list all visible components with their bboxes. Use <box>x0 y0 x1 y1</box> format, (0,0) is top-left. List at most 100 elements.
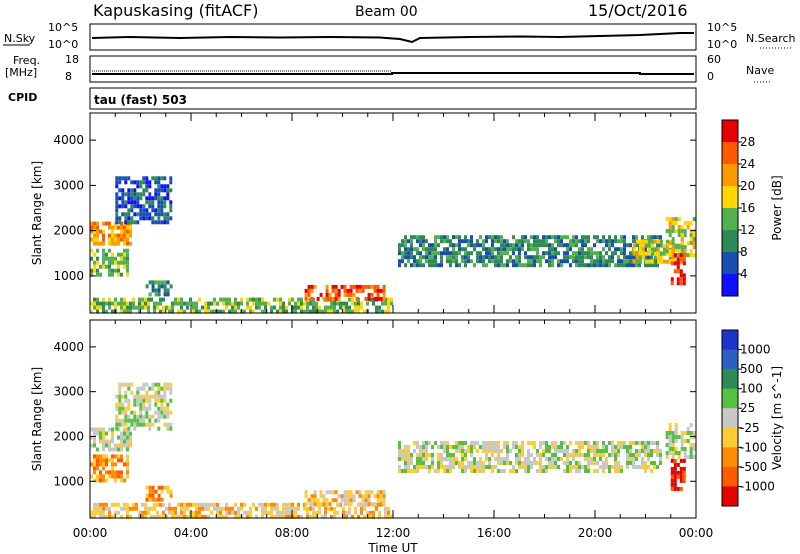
echo-cell <box>437 461 440 465</box>
y-axis-label: Slant Range [km] <box>30 367 44 471</box>
echo-cell <box>455 445 458 449</box>
echo-cell <box>437 457 440 461</box>
echo-cell <box>145 422 149 427</box>
echo-cell <box>635 251 639 256</box>
echo-cell <box>303 301 306 306</box>
echo-cell <box>620 263 623 268</box>
echo-cell <box>605 239 608 244</box>
echo-cell <box>641 255 645 260</box>
echo-cell <box>539 263 542 268</box>
echo-cell <box>485 441 488 445</box>
echo-cell <box>464 441 467 445</box>
echo-cell <box>355 490 359 495</box>
echo-cell <box>165 506 168 511</box>
echo-cell <box>192 514 195 519</box>
echo-cell <box>154 489 158 494</box>
echo-cell <box>533 247 536 252</box>
echo-cell <box>644 469 647 473</box>
echo-cell <box>148 180 152 185</box>
echo-cell <box>96 272 99 277</box>
echo-cell <box>141 514 144 519</box>
echo-cell <box>114 241 117 246</box>
echo-cell <box>96 301 99 306</box>
echo-cell <box>315 309 318 314</box>
echo-cell <box>527 465 530 469</box>
echo-cell <box>413 449 416 453</box>
echo-cell <box>310 284 314 289</box>
colorbar-segment <box>722 230 738 253</box>
echo-cell <box>231 305 234 310</box>
echo-cell <box>117 443 120 448</box>
echo-cell <box>151 208 155 213</box>
echo-cell <box>157 188 161 193</box>
echo-cell <box>647 445 650 449</box>
echo-cell <box>515 239 518 244</box>
echo-cell <box>138 309 141 314</box>
echo-cell <box>578 441 581 445</box>
echo-cell <box>130 410 134 415</box>
echo-cell <box>102 264 105 269</box>
echo-cell <box>653 235 656 240</box>
echo-cell <box>533 263 536 268</box>
echo-cell <box>360 301 363 306</box>
echo-cell <box>126 466 129 471</box>
echo-cell <box>378 309 381 314</box>
echo-cell <box>102 427 105 432</box>
echo-cell <box>440 453 443 457</box>
echo-cell <box>99 458 102 463</box>
echo-cell <box>159 301 162 306</box>
echo-cell <box>312 506 315 511</box>
colorbar-label: Power [dB] <box>770 175 784 240</box>
echo-cell <box>367 284 371 289</box>
echo-cell <box>297 305 300 310</box>
echo-cell <box>115 212 119 217</box>
echo-cell <box>382 288 386 293</box>
echo-cell <box>364 498 368 503</box>
echo-cell <box>461 457 464 461</box>
echo-cell <box>557 251 560 256</box>
echo-cell <box>349 284 353 289</box>
echo-cell <box>349 490 353 495</box>
echo-cell <box>557 457 560 461</box>
echo-cell <box>384 301 387 306</box>
echo-cell <box>151 394 155 399</box>
echo-cell <box>632 263 635 268</box>
echo-cell <box>150 514 153 519</box>
echo-cell <box>602 239 605 244</box>
echo-cell <box>105 252 108 257</box>
echo-cell <box>554 235 557 240</box>
echo-cell <box>130 382 134 387</box>
echo-cell <box>674 431 678 435</box>
echo-cell <box>635 243 638 248</box>
echo-cell <box>309 301 312 306</box>
echo-cell <box>261 514 264 519</box>
echo-cell <box>192 309 195 314</box>
echo-cell <box>620 259 623 264</box>
echo-cell <box>494 449 497 453</box>
echo-cell <box>506 449 509 453</box>
echo-cell <box>160 200 164 205</box>
echo-cell <box>677 225 681 230</box>
echo-cell <box>304 288 308 293</box>
echo-cell <box>139 208 143 213</box>
echo-cell <box>500 461 503 465</box>
echo-cell <box>124 200 128 205</box>
echo-cell <box>407 255 410 260</box>
echo-cell <box>126 252 129 257</box>
echo-cell <box>142 216 146 221</box>
echo-cell <box>596 453 599 457</box>
echo-cell <box>213 309 216 314</box>
echo-cell <box>536 251 539 256</box>
echo-cell <box>154 394 158 399</box>
echo-cell <box>455 235 458 240</box>
echo-cell <box>482 239 485 244</box>
echo-cell <box>632 235 635 240</box>
echo-cell <box>225 506 228 511</box>
echo-cell <box>557 449 560 453</box>
echo-cell <box>530 255 533 260</box>
echo-cell <box>157 176 161 181</box>
echo-cell <box>90 221 93 226</box>
echo-cell <box>449 453 452 457</box>
echo-cell <box>139 418 143 423</box>
echo-cell <box>130 220 134 225</box>
